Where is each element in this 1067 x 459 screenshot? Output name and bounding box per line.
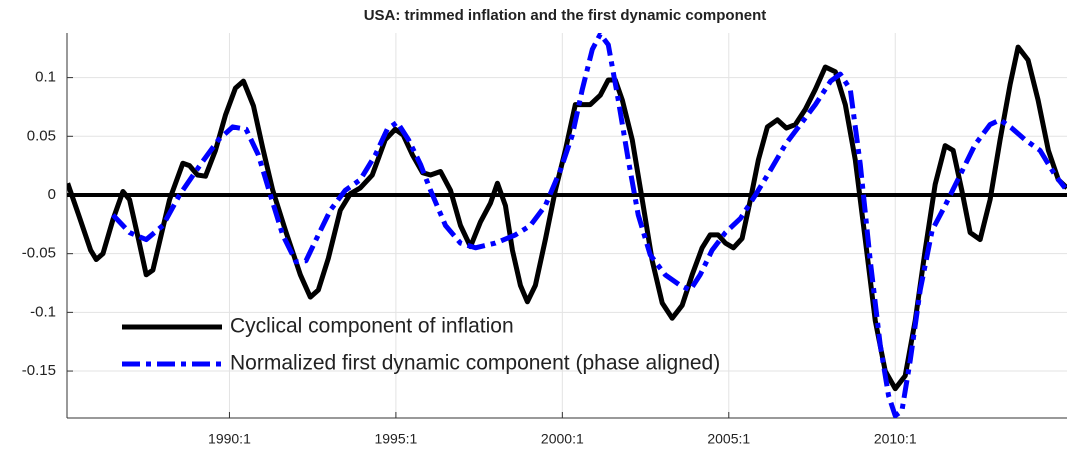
chart-title: USA: trimmed inflation and the first dyn… [364,7,767,24]
y-tick-label: -0.1 [30,303,56,320]
y-tick-label: 0 [48,186,56,203]
legend-label: Cyclical component of inflation [230,315,514,338]
y-tick-label: 0.1 [35,69,56,86]
x-tick-label: 2010:1 [874,431,917,447]
legend-label: Normalized first dynamic component (phas… [230,352,720,375]
x-tick-label: 2000:1 [541,431,584,447]
x-tick-label: 1995:1 [374,431,417,447]
y-tick-label: -0.15 [22,362,56,379]
y-tick-label: -0.05 [22,245,56,262]
x-tick-label: 2005:1 [707,431,750,447]
y-tick-label: 0.05 [27,127,56,144]
series-line [111,33,1067,418]
series-line [67,44,1067,392]
x-tick-label: 1990:1 [208,431,251,447]
